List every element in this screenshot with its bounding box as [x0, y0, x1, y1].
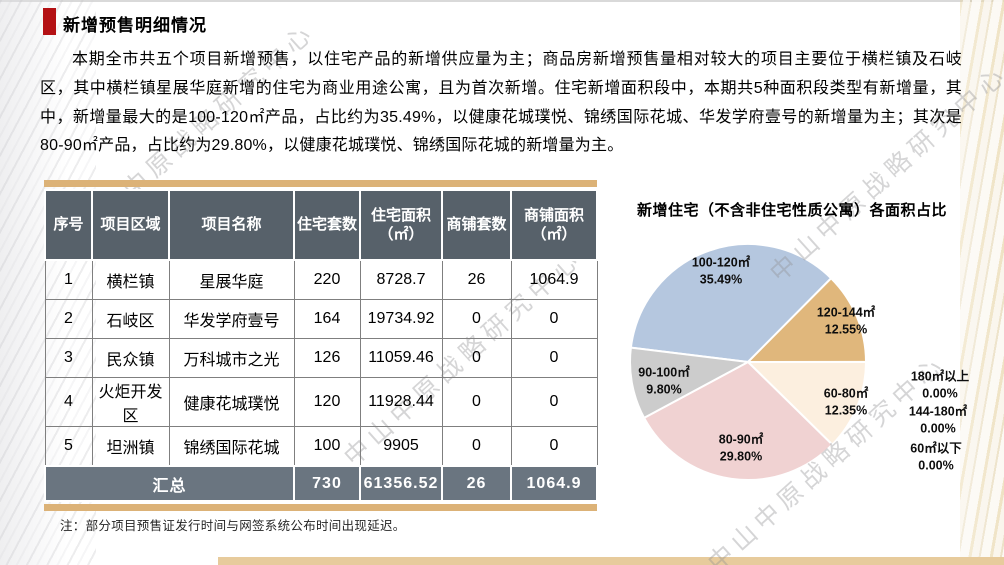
table-cell: 1 — [44, 259, 93, 300]
pie-slice-0 — [629, 243, 833, 364]
table-cell: 126 — [293, 338, 361, 378]
table-cell: 220 — [293, 259, 361, 300]
summary-resi-area: 61356.52 — [359, 465, 443, 502]
summary-shop-area: 1064.9 — [510, 465, 598, 502]
table-cell: 0 — [510, 426, 598, 467]
table-cell: 0 — [510, 338, 598, 378]
table-cell: 11059.46 — [359, 338, 443, 378]
right-decor-texture — [960, 0, 1004, 565]
table-cell: 5 — [44, 426, 93, 467]
col-header-resi-units: 住宅套数 — [293, 189, 361, 261]
table-cell: 0 — [441, 299, 512, 339]
table-cell: 8728.7 — [359, 259, 443, 300]
pie-slice-3 — [642, 360, 834, 481]
table-cell: 石岐区 — [91, 299, 170, 339]
pie-chart-title: 新增住宅（不含非住宅性质公寓）各面积占比 — [636, 202, 947, 219]
table-cell: 横栏镇 — [91, 259, 170, 300]
table-cell: 万科城市之光 — [168, 338, 295, 378]
table-bottom-accent-bar — [44, 504, 597, 511]
table-cell: 164 — [293, 299, 361, 339]
col-header-index: 序号 — [44, 189, 93, 261]
table-cell: 健康花城璞悦 — [168, 377, 295, 427]
table-row: 3 民众镇 万科城市之光 126 11059.46 0 0 — [44, 338, 598, 378]
table-summary-row: 汇总 730 61356.52 26 1064.9 — [44, 465, 598, 502]
table-cell: 0 — [441, 338, 512, 378]
pie-zero-label-1: 144-180㎡ 0.00% — [908, 404, 968, 436]
bottom-accent-bar — [218, 557, 1004, 565]
summary-resi-units: 730 — [293, 465, 361, 502]
summary-paragraph: 本期全市共五个项目新增预售，以住宅产品的新增供应量为主；商品房新增预售量相对较大… — [40, 51, 962, 155]
table-cell: 0 — [441, 426, 512, 467]
table-cell: 0 — [441, 377, 512, 427]
table-cell: 4 — [44, 377, 93, 427]
table-top-accent-bar — [44, 180, 597, 187]
pie-slice-2 — [745, 360, 868, 447]
col-header-shop-area: 商铺面积 （㎡） — [510, 189, 598, 261]
presale-table-block: 序号 项目区域 项目名称 住宅套数 住宅面积 （㎡） 商铺套数 商铺面积 （㎡）… — [44, 180, 598, 511]
col-header-resi-area: 住宅面积 （㎡） — [359, 189, 443, 261]
table-row: 2 石岐区 华发学府壹号 164 19734.92 0 0 — [44, 299, 598, 339]
pie-zero-label-0: 180㎡以上 0.00% — [910, 369, 970, 401]
table-cell: 11928.44 — [359, 377, 443, 427]
table-cell: 星展华庭 — [168, 259, 295, 300]
presale-table: 序号 项目区域 项目名称 住宅套数 住宅面积 （㎡） 商铺套数 商铺面积 （㎡）… — [44, 189, 598, 502]
table-cell: 1064.9 — [510, 259, 598, 300]
table-cell: 3 — [44, 338, 93, 378]
table-cell: 9905 — [359, 426, 443, 467]
summary-shop-units: 26 — [441, 465, 512, 502]
table-row: 1 横栏镇 星展华庭 220 8728.7 26 1064.9 — [44, 259, 598, 300]
section-title: 新增预售明细情况 — [63, 16, 207, 35]
col-header-shop-units: 商铺套数 — [441, 189, 512, 261]
table-cell: 锦绣国际花城 — [168, 426, 295, 467]
table-body: 1 横栏镇 星展华庭 220 8728.7 26 1064.9 2 石岐区 华发学府壹号 164 19… — [44, 259, 598, 467]
table-cell: 0 — [510, 299, 598, 339]
pie-slice-4 — [629, 346, 752, 420]
pie-chart — [629, 243, 868, 481]
pie-slice-label-3: 80-90㎡ 29.80% — [718, 432, 764, 464]
table-cell: 火炬开发区 — [91, 377, 170, 427]
table-cell: 19734.92 — [359, 299, 443, 339]
pie-zero-label-2: 60㎡以下 0.00% — [910, 441, 962, 473]
table-cell: 0 — [510, 377, 598, 427]
col-header-project: 项目名称 — [168, 189, 295, 261]
col-header-district: 项目区域 — [91, 189, 170, 261]
pie-slice-label-1: 120-144㎡ 12.55% — [816, 305, 876, 337]
table-cell: 民众镇 — [91, 338, 170, 378]
section-title-marker — [43, 8, 56, 35]
pie-slice-label-0: 100-120㎡ 35.49% — [691, 255, 751, 287]
table-row: 4 火炬开发区 健康花城璞悦 120 11928.44 0 0 — [44, 377, 598, 427]
table-cell: 华发学府壹号 — [168, 299, 295, 339]
table-footnote: 注：部分项目预售证发行时间与网签系统公布时间出现延迟。 — [60, 519, 406, 533]
summary-label: 汇总 — [44, 465, 295, 502]
table-cell: 坦洲镇 — [91, 426, 170, 467]
pie-slice-label-2: 60-80㎡ 12.35% — [823, 386, 869, 418]
pie-slice-1 — [745, 276, 868, 364]
page-top-border — [0, 0, 1004, 2]
table-cell: 2 — [44, 299, 93, 339]
table-cell: 120 — [293, 377, 361, 427]
table-cell: 26 — [441, 259, 512, 300]
table-cell: 100 — [293, 426, 361, 467]
pie-slice-label-4: 90-100㎡ 9.80% — [638, 365, 690, 397]
table-row: 5 坦洲镇 锦绣国际花城 100 9905 0 0 — [44, 426, 598, 467]
table-header-row: 序号 项目区域 项目名称 住宅套数 住宅面积 （㎡） 商铺套数 商铺面积 （㎡） — [44, 189, 598, 261]
